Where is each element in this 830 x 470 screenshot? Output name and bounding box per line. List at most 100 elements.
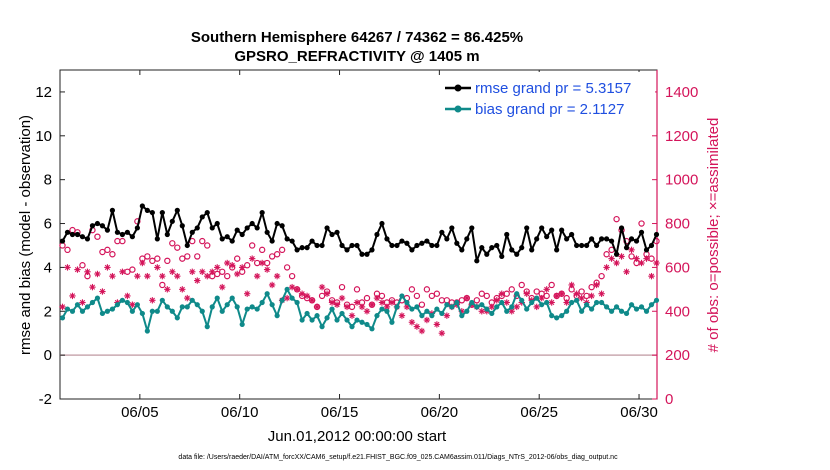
possible-point	[353, 286, 361, 293]
assimilated-point	[263, 266, 271, 273]
rmse-point	[64, 229, 71, 235]
possible-point	[433, 290, 441, 297]
bias-point	[424, 308, 430, 314]
assimilated-point	[189, 268, 196, 275]
assimilated-point	[119, 268, 126, 275]
bias-point	[504, 308, 510, 314]
bias-point	[648, 302, 655, 308]
y-tick-label: 4	[44, 259, 52, 276]
rmse-point	[79, 234, 86, 240]
bias-point	[184, 304, 190, 310]
assimilated-point	[89, 283, 96, 291]
assimilated-point	[588, 292, 595, 300]
bias-point	[154, 308, 160, 314]
assimilated-point	[238, 264, 246, 271]
rmse-point	[459, 247, 465, 253]
assimilated-point	[443, 312, 451, 319]
bias-point	[409, 306, 415, 312]
rmse-point	[159, 209, 165, 216]
assimilated-point	[94, 270, 101, 278]
x-tick-label: 06/05	[121, 404, 159, 421]
rmse-point	[204, 209, 210, 216]
rmse-point	[623, 245, 630, 251]
bias-point	[209, 304, 215, 310]
possible-point	[174, 244, 181, 251]
assimilated-point	[179, 286, 186, 293]
bias-point	[359, 319, 365, 325]
assimilated-point	[199, 268, 206, 275]
x-tick-label: 06/30	[620, 404, 658, 421]
assimilated-point	[104, 264, 111, 271]
possible-point	[288, 272, 296, 280]
rmse-point	[69, 231, 76, 238]
rmse-point	[489, 245, 495, 251]
bias-point	[89, 299, 96, 306]
assimilated-point	[253, 272, 261, 280]
bias-point	[379, 306, 385, 312]
assimilated-point	[423, 316, 431, 324]
bias-point	[129, 308, 135, 314]
rmse-point	[139, 203, 145, 209]
rmse-point	[319, 242, 325, 249]
bias-point	[419, 313, 425, 319]
bias-point	[569, 299, 575, 306]
rmse-point	[474, 258, 480, 264]
y-tick-label: 12	[35, 84, 52, 101]
possible-point	[164, 257, 171, 265]
assimilated-point	[488, 303, 495, 311]
assimilated-point	[338, 294, 346, 302]
bias-point	[59, 315, 66, 321]
bias-point	[633, 306, 640, 312]
assimilated-point	[129, 301, 136, 308]
assimilated-point	[144, 272, 151, 280]
bias-point	[539, 302, 545, 308]
possible-point	[548, 281, 555, 289]
assimilated-point	[268, 281, 276, 289]
assimilated-point	[593, 281, 600, 289]
assimilated-point	[333, 301, 341, 308]
possible-point	[268, 253, 276, 260]
assimilated-point	[463, 294, 471, 302]
x-axis: 06/05 06/10 06/15 06/20 06/25 06/30	[121, 70, 658, 421]
assimilated-point	[293, 286, 301, 293]
bias-point	[149, 308, 155, 314]
rmse-point	[589, 236, 595, 242]
assimilated-point	[164, 286, 171, 293]
bias-point	[544, 299, 550, 306]
possible-point	[99, 248, 106, 256]
rmse-point	[309, 238, 315, 244]
assimilated-point	[248, 255, 256, 262]
rmse-point	[544, 234, 550, 240]
bias-point	[189, 297, 195, 303]
possible-point	[613, 215, 620, 223]
rmse-point	[464, 236, 470, 242]
possible-point	[598, 272, 605, 280]
rmse-point	[414, 242, 420, 249]
rmse-point	[499, 253, 505, 260]
bias-point	[309, 317, 315, 323]
bias-point	[124, 299, 130, 306]
y-axis-right-label: # of obs: o=possible; ×=assimilated	[705, 118, 722, 353]
assimilated-point	[149, 297, 156, 304]
bias-point	[613, 304, 620, 310]
rmse-point	[643, 247, 650, 253]
assimilated-point	[64, 264, 71, 271]
rmse-point	[569, 231, 575, 238]
bias-point	[244, 306, 250, 312]
assimilated-point	[353, 299, 361, 306]
bias-point	[214, 295, 220, 301]
y-right-tick-label: 400	[665, 303, 690, 320]
rmse-point	[648, 242, 655, 249]
rmse-point	[199, 214, 205, 220]
rmse-point	[74, 231, 81, 238]
rmse-point	[389, 242, 395, 249]
possible-point	[363, 294, 371, 302]
possible-point	[94, 233, 101, 240]
bias-point	[279, 297, 285, 303]
possible-point	[214, 270, 221, 278]
bias-point	[653, 297, 660, 303]
possible-point	[199, 237, 206, 245]
bias-point	[479, 302, 485, 308]
possible-point	[473, 297, 481, 304]
bias-point	[608, 308, 615, 314]
